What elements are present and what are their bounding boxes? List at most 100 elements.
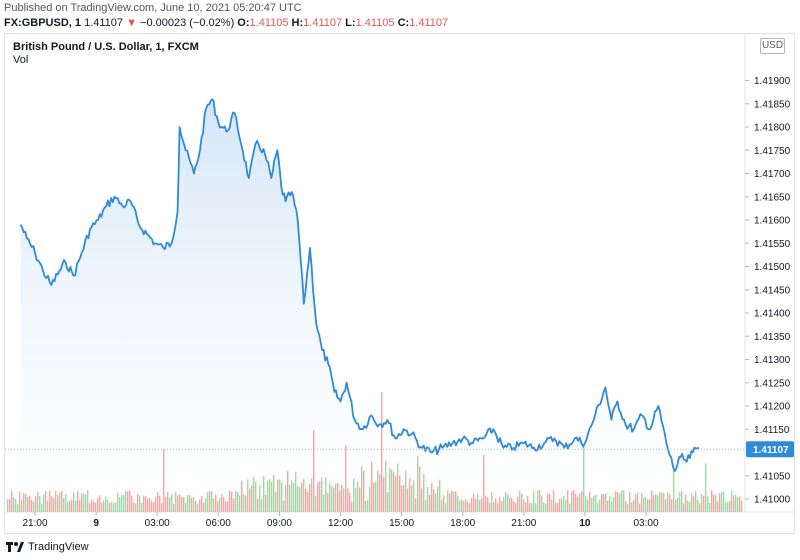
volume-bar [269,479,271,512]
volume-bar [605,493,607,512]
volume-bar [611,501,613,512]
y-tick-label: 1.41300 [754,355,791,366]
volume-bar [425,500,427,512]
volume-bar [57,495,59,512]
volume-bar [189,495,191,512]
volume-bar [577,496,579,512]
volume-bar [561,498,563,512]
volume-bar [13,497,15,512]
volume-bar [283,500,285,512]
volume-bar [237,492,239,512]
volume-bar [199,499,201,512]
volume-bar [637,492,639,512]
volume-bar [519,491,521,512]
volume-bar [229,490,231,512]
volume-bar [541,496,543,512]
volume-bar [583,443,585,512]
volume-bar [403,484,405,512]
volume-bar [123,494,125,512]
volume-bar [643,497,645,512]
volume-bar [235,491,237,512]
volume-bar [25,493,27,512]
footer: TradingView [6,538,89,556]
volume-bar [253,476,255,512]
volume-bar [451,490,453,512]
volume-bar [431,483,433,512]
volume-bar [609,496,611,512]
volume-bar [97,498,99,512]
y-tick-label: 1.41400 [754,309,791,320]
volume-bar [397,463,399,512]
volume-bar [521,494,523,512]
volume-bar [193,497,195,512]
y-tick-label: 1.41700 [754,169,791,180]
volume-bar [357,481,359,512]
volume-bar [39,496,41,512]
volume-bar [567,490,569,512]
low-value: 1.41105 [355,17,395,29]
volume-bar [239,495,241,512]
volume-bar [169,497,171,512]
volume-bar [457,495,459,512]
volume-bar [195,500,197,512]
volume-bar [595,494,597,512]
current-price-label: 1.41107 [753,445,789,456]
volume-bar [499,496,501,512]
volume-bar [149,497,151,512]
volume-bar [363,470,365,512]
chart-legend-title: British Pound / U.S. Dollar, 1, FXCM [13,41,199,53]
volume-bar [45,490,47,512]
volume-bar [615,491,617,512]
volume-bar [441,499,443,512]
volume-bar [23,492,25,512]
volume-bar [663,492,665,512]
volume-bar [709,502,711,512]
volume-bar [447,490,449,512]
volume-bar [281,482,283,512]
volume-bar [83,493,85,512]
y-tick-label: 1.41150 [754,425,790,436]
volume-bar [313,430,315,512]
volume-bar [263,476,265,512]
volume-bar [459,500,461,512]
volume-bar [585,496,587,512]
volume-bar [319,481,321,512]
volume-bar [135,503,137,512]
y-tick-label: 1.41850 [754,99,791,110]
volume-bar [219,498,221,512]
volume-bar [405,470,407,512]
volume-bar [361,466,363,512]
x-tick-label: 9 [93,518,99,529]
tradingview-logo-icon [6,542,24,552]
volume-bar [647,499,649,512]
currency-button[interactable]: USD [760,38,785,54]
volume-bar [547,493,549,512]
volume-bar [461,499,463,512]
volume-bar [375,481,377,512]
volume-bar [469,503,471,512]
chart-frame[interactable] [4,33,795,534]
volume-bar [133,502,135,512]
volume-bar [601,494,603,512]
volume-bar [47,500,49,512]
volume-bar [35,496,37,512]
volume-bar [113,503,115,512]
x-tick-label: 15:00 [389,518,414,529]
volume-bar [255,481,257,512]
volume-bar [367,499,369,512]
volume-bar [607,500,609,512]
volume-bar [225,501,227,512]
volume-bar [727,502,729,512]
volume-bar [315,495,317,512]
volume-bar [707,496,709,512]
volume-bar [675,499,677,512]
x-tick-label: 12:00 [328,518,353,529]
volume-bar [723,492,725,512]
volume-bar [705,463,707,512]
volume-bar [479,499,481,512]
ticker-last: 1.41107 [84,17,124,29]
volume-bar [501,501,503,512]
volume-bar [371,461,373,512]
volume-bar [75,500,77,512]
